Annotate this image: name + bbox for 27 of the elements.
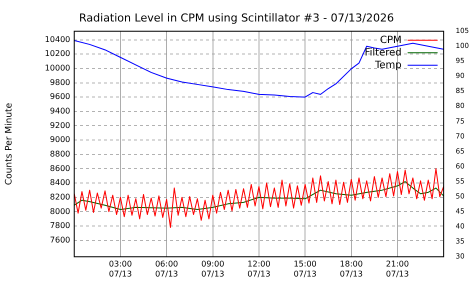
y-tick-label: 8600	[50, 164, 70, 173]
legend-label: Filtered	[364, 47, 402, 58]
y-tick-label: 9600	[50, 92, 70, 102]
y-tick-label: 8200	[50, 192, 70, 202]
x-tick-label: 12:00 07/13	[247, 260, 270, 278]
y-tick-label: 10200	[44, 49, 70, 58]
y-tick-label: 9200	[50, 120, 70, 130]
y-tick-label: 7600	[50, 235, 70, 244]
y-tick-label: 10400	[44, 34, 70, 44]
legend-label: Temp	[374, 60, 402, 71]
x-tick-label: 09:00 07/13	[201, 260, 224, 278]
x-tick-label: 18:00 07/13	[340, 260, 363, 278]
chart-title: Radiation Level in CPM using Scintillator #3 - 07/13/2026	[79, 11, 394, 24]
x-tick-label: 15:00 07/13	[294, 260, 317, 278]
y-tick-label: 8800	[50, 149, 70, 158]
y-tick-label: 8000	[50, 206, 70, 216]
x-tick-label: 03:00 07/13	[108, 260, 132, 278]
legend-label: CPM	[380, 34, 402, 46]
y-tick-label: 10000	[44, 64, 70, 73]
x-tick-label: 21:00 07/13	[386, 260, 409, 278]
y-tick-label: 7800	[50, 221, 70, 230]
y-tick-label: 8400	[50, 178, 70, 188]
x-tick-label: 06:00 07/13	[155, 260, 178, 278]
y-tick-label: 9000	[50, 135, 70, 144]
y-tick-label: 9400	[50, 106, 70, 116]
y-tick-label: 9800	[50, 78, 70, 87]
y-axis-title: Counts Per Minute	[4, 102, 15, 186]
